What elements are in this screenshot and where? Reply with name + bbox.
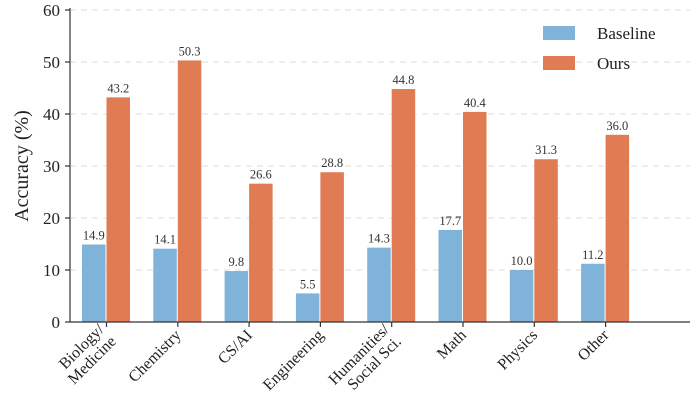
y-tick-label: 30 xyxy=(43,157,60,176)
data-label-ours-0: 43.2 xyxy=(107,81,129,95)
bar-ours-2 xyxy=(249,183,273,322)
x-tick-label: Biology/Medicine xyxy=(53,321,120,388)
x-tick-label: Engineering xyxy=(260,327,327,394)
data-label-baseline-6: 10.0 xyxy=(511,254,533,268)
bar-ours-5 xyxy=(463,111,487,322)
data-labels: 14.9 43.2 14.1 50.3 9.8 26.6 5.5 28.8 14.3 44.8 17… xyxy=(83,44,628,291)
y-tick-label: 20 xyxy=(43,209,60,228)
data-label-ours-1: 50.3 xyxy=(179,44,201,58)
data-label-baseline-3: 5.5 xyxy=(300,277,316,291)
bar-baseline-0 xyxy=(82,244,106,322)
data-label-ours-7: 36.0 xyxy=(606,119,628,133)
bar-ours-7 xyxy=(605,134,630,322)
legend-swatch-ours xyxy=(543,56,575,70)
data-label-ours-2: 26.6 xyxy=(250,168,272,182)
y-axis-label: Accuracy (%) xyxy=(11,110,33,222)
x-tick-labels: Biology/Medicine Chemistry CS/AI Engineerin… xyxy=(53,321,613,401)
data-label-baseline-1: 14.1 xyxy=(154,233,176,247)
data-label-ours-5: 40.4 xyxy=(464,96,487,110)
data-label-ours-3: 28.8 xyxy=(321,156,343,170)
data-label-ours-6: 31.3 xyxy=(535,143,557,157)
y-tick-label: 40 xyxy=(43,105,60,124)
bar-ours-4 xyxy=(391,89,416,322)
data-label-baseline-0: 14.9 xyxy=(83,229,105,243)
y-tick-label: 60 xyxy=(43,1,60,20)
bar-baseline-2 xyxy=(224,271,249,322)
y-tick-labels: 0 10 20 30 40 50 60 xyxy=(43,1,70,332)
y-tick-label: 10 xyxy=(43,261,60,280)
bar-baseline-1 xyxy=(153,248,177,322)
y-tick-label: 0 xyxy=(52,313,61,332)
x-tick-label: CS/AI xyxy=(215,327,256,368)
bars xyxy=(82,60,630,322)
x-tick-label: Physics xyxy=(495,327,542,374)
legend-swatch-baseline xyxy=(543,26,575,40)
bar-ours-0 xyxy=(106,97,130,322)
bar-baseline-4 xyxy=(367,247,391,322)
data-label-baseline-4: 14.3 xyxy=(368,232,390,246)
bar-ours-6 xyxy=(534,159,558,322)
x-tick-label: Humanities/Social Sci. xyxy=(326,321,406,401)
data-label-baseline-5: 17.7 xyxy=(439,214,461,228)
bar-ours-3 xyxy=(320,172,344,322)
legend: Baseline Ours xyxy=(543,24,656,73)
data-label-baseline-2: 9.8 xyxy=(229,255,245,269)
data-label-baseline-7: 11.2 xyxy=(582,248,603,262)
x-tick-label: Other xyxy=(575,326,613,364)
x-tick-label: Math xyxy=(434,327,470,363)
y-tick-label: 50 xyxy=(43,53,60,72)
bar-baseline-3 xyxy=(295,293,320,322)
bar-ours-1 xyxy=(177,60,202,322)
x-tick-label: Chemistry xyxy=(125,327,184,386)
bar-baseline-5 xyxy=(438,229,462,322)
bar-baseline-7 xyxy=(581,263,605,322)
data-label-ours-4: 44.8 xyxy=(393,73,415,87)
legend-label-ours: Ours xyxy=(597,54,630,73)
bar-baseline-6 xyxy=(509,270,534,322)
legend-label-baseline: Baseline xyxy=(597,24,656,43)
